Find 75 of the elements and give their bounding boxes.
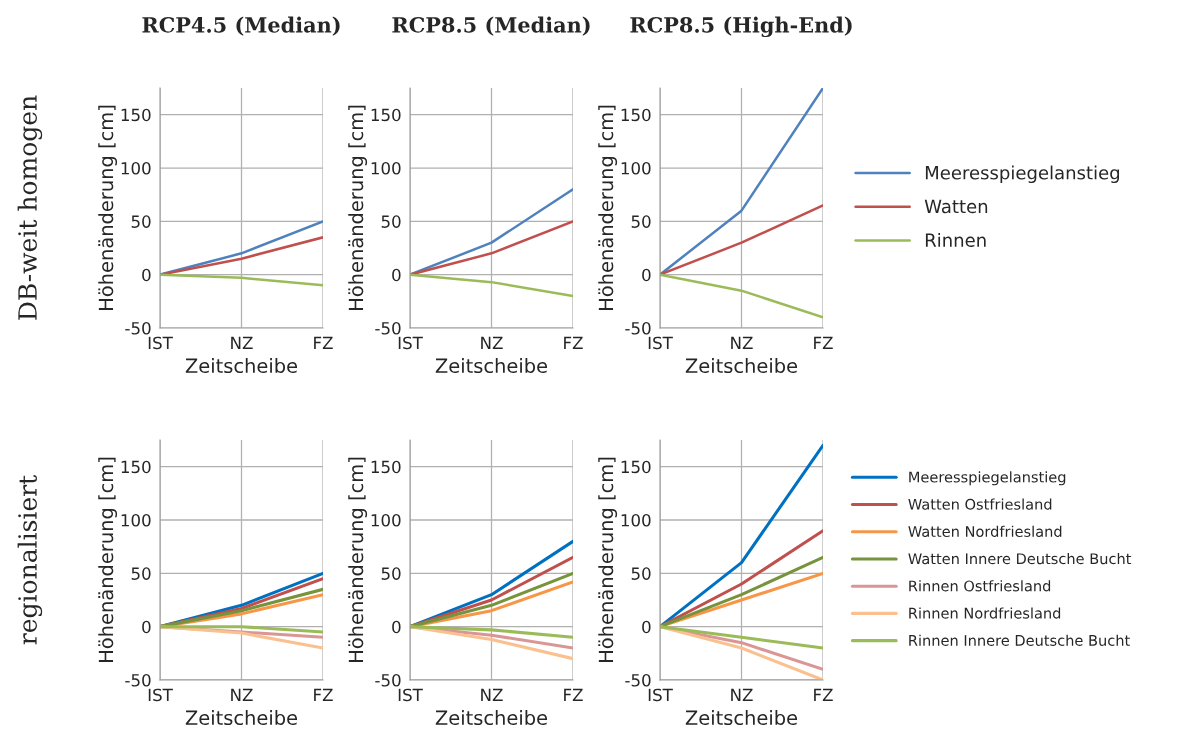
y-axis-title: Höhenänderung [cm] xyxy=(598,457,618,662)
x-tick-label: IST xyxy=(148,336,173,350)
text: DB-weit homogen xyxy=(17,95,43,320)
y-tick-label: 100 xyxy=(621,161,651,175)
y-tick-label: 0 xyxy=(142,620,151,634)
y-tick-label: 50 xyxy=(381,215,401,228)
x-tick-label: FZ xyxy=(564,336,583,349)
y-tick-label: -50 xyxy=(125,673,151,687)
y-tick-label: 100 xyxy=(621,513,651,527)
y-axis-title: Höhenänderung [cm] xyxy=(98,105,118,310)
x-axis-title: Zeitscheibe xyxy=(185,358,298,374)
x-tick-label: FZ xyxy=(814,336,833,349)
x-tick-label: IST xyxy=(148,688,173,702)
legend-label: Meeresspiegelanstieg xyxy=(925,165,1120,184)
x-tick-label: NZ xyxy=(481,336,503,349)
y-tick-label: 150 xyxy=(621,460,651,474)
y-axis-title: Höhenänderung [cm] xyxy=(348,457,368,662)
y-tick-label: 0 xyxy=(642,268,651,282)
y-tick-label: 150 xyxy=(621,108,651,122)
y-axis-title: Höhenänderung [cm] xyxy=(348,105,368,310)
x-tick-label: NZ xyxy=(731,688,753,701)
y-tick-label: 100 xyxy=(121,513,151,527)
y-tick-label: 50 xyxy=(631,567,651,580)
x-tick-label: FZ xyxy=(564,688,583,701)
y-tick-label: 0 xyxy=(392,620,401,634)
chart-title: RCP8.5 (Median) xyxy=(392,16,590,36)
y-tick-label: 50 xyxy=(131,567,151,580)
legend-label: Watten Nordfriesland xyxy=(908,525,1062,537)
text: regionalisiert xyxy=(17,474,43,645)
x-axis-title: Zeitscheibe xyxy=(185,710,298,726)
x-axis-title: Zeitscheibe xyxy=(685,358,798,374)
x-tick-label: IST xyxy=(648,336,673,350)
legend-label: Watten Ostfriesland xyxy=(908,498,1052,510)
x-axis-title: Zeitscheibe xyxy=(685,710,798,726)
chart-title: RCP8.5 (High-End) xyxy=(630,16,852,38)
y-tick-label: 150 xyxy=(371,108,401,122)
y-tick-label: 100 xyxy=(371,161,401,175)
y-tick-label: -50 xyxy=(625,321,651,335)
y-tick-label: 100 xyxy=(121,161,151,175)
legend-label: Meeresspiegelanstieg xyxy=(909,471,1066,486)
y-axis-title: Höhenänderung [cm] xyxy=(98,457,118,662)
x-tick-label: NZ xyxy=(731,336,753,349)
legend-label: Rinnen Nordfriesland xyxy=(909,607,1061,619)
chart-title: RCP4.5 (Median) xyxy=(142,16,340,36)
y-tick-label: 0 xyxy=(142,268,151,282)
legend-label: Rinnen Innere Deutsche Bucht xyxy=(909,634,1130,646)
x-tick-label: IST xyxy=(398,688,423,702)
y-tick-label: -50 xyxy=(375,673,401,687)
legend-label: Rinnen Ostfriesland xyxy=(909,580,1051,592)
y-tick-label: 50 xyxy=(381,567,401,580)
x-tick-label: IST xyxy=(648,688,673,702)
x-tick-label: FZ xyxy=(314,688,333,701)
x-tick-label: FZ xyxy=(814,688,833,701)
y-axis-title: Höhenänderung [cm] xyxy=(598,105,618,310)
y-tick-label: -50 xyxy=(375,321,401,335)
y-tick-label: 100 xyxy=(371,513,401,527)
x-tick-label: NZ xyxy=(481,688,503,701)
x-tick-label: NZ xyxy=(231,688,253,701)
legend-label: Rinnen xyxy=(925,232,986,247)
y-tick-label: 150 xyxy=(121,108,151,122)
y-tick-label: 50 xyxy=(131,215,151,228)
x-tick-label: NZ xyxy=(231,336,253,349)
legend-label: Watten Innere Deutsche Bucht xyxy=(908,552,1132,565)
y-tick-label: 150 xyxy=(121,460,151,474)
y-tick-label: 0 xyxy=(392,268,401,282)
x-tick-label: IST xyxy=(398,336,423,350)
y-tick-label: -50 xyxy=(625,673,651,687)
y-tick-label: -50 xyxy=(125,321,151,335)
x-axis-title: Zeitscheibe xyxy=(435,710,548,726)
x-axis-title: Zeitscheibe xyxy=(435,358,548,374)
y-tick-label: 0 xyxy=(642,620,651,634)
y-tick-label: 50 xyxy=(631,215,651,228)
x-tick-label: FZ xyxy=(314,336,333,349)
legend-label: Watten xyxy=(924,199,988,214)
y-tick-label: 150 xyxy=(371,460,401,474)
